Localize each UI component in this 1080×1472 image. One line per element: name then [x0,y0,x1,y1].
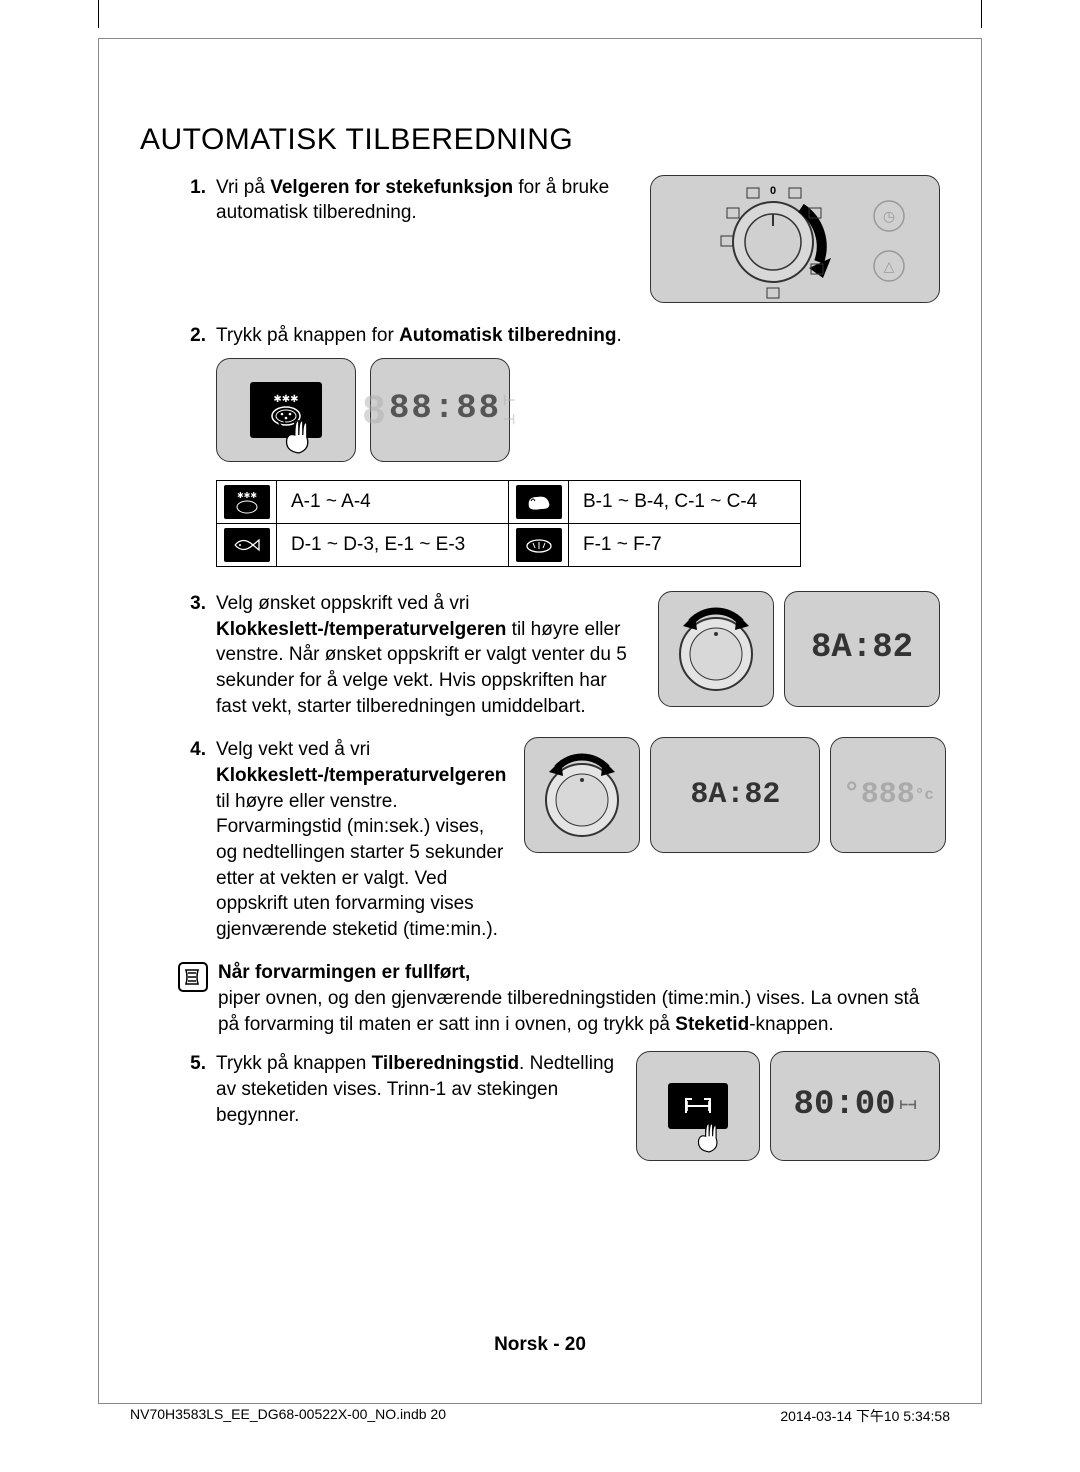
codes-r2c2: D-1 ~ D-3, E-1 ~ E-3 [277,524,509,567]
step-1-row: 1. Vri på Velgeren for stekefunksjon for… [140,175,940,303]
note-icon [178,962,208,992]
step-3-pre: Velg ønsket oppskrift ved å vri [216,593,469,614]
step-3-lcd-value: 8A:82 [811,626,913,672]
codes-table: ✱✱✱ A-1 ~ A-4 B-1 ~ B-4, C-1 ~ C-4 D-1 ~… [216,480,801,567]
step-3-bold: Klokkeslett-/temperaturvelgeren [216,619,506,640]
step-4-pre: Velg vekt ved å vri [216,739,370,760]
codes-icon-fish [217,524,277,567]
press-hand-icon [277,417,323,457]
svg-text:△: △ [884,258,895,274]
auto-cook-button-panel: ✱✱✱ [216,358,356,462]
document-meta-footer: NV70H3583LS_EE_DG68-00522X-00_NO.indb 20… [130,1406,950,1426]
step-5-text: Trykk på knappen Tilberedningstid. Nedte… [216,1051,618,1128]
step-2-lcd: 8 88:88 ⊢⊣ [370,358,510,462]
step-2-illustration: ✱✱✱ 8 88:88 ⊢⊣ [216,358,940,462]
step-4-row: 4. Velg vekt ved å vri Klokkeslett-/temp… [140,737,940,942]
time-temp-dial-icon-2 [524,737,640,853]
svg-text:✱✱✱: ✱✱✱ [236,491,256,500]
step-4-number: 4. [140,737,216,942]
step-5-lcd-value: 80:00 [794,1083,896,1129]
doc-footer-left: NV70H3583LS_EE_DG68-00522X-00_NO.indb 20 [130,1406,446,1426]
codes-icon-pizza: ✱✱✱ [217,481,277,524]
step-3-text: Velg ønsket oppskrift ved å vri Klokkesl… [216,591,640,719]
svg-text:⊢⊣: ⊢⊣ [686,1098,710,1114]
codes-r1c2: A-1 ~ A-4 [277,481,509,524]
press-hand-icon-2 [690,1120,730,1156]
step-4-lcd-b-value: 888 [861,775,915,816]
note-body-post: -knappen. [749,1014,834,1035]
step-4-bold: Klokkeslett-/temperaturvelgeren [216,765,506,786]
step-5-row: 5. Trykk på knappen Tilberedningstid. Ne… [140,1051,940,1161]
codes-icon-chicken [509,481,569,524]
step-2-text: Trykk på knappen for Automatisk tilbered… [216,323,940,349]
step-3-illustration: 8A:82 [658,591,940,707]
step-5-bold: Tilberedningstid [372,1053,519,1074]
step-5-illustration: ⊢⊣ 80:00 ⊢⊣ [636,1051,940,1161]
note-body-bold: Steketid [675,1014,749,1035]
preheat-complete-note: Når forvarmingen er fullført, piper ovne… [178,960,940,1037]
codes-r1c4: B-1 ~ B-4, C-1 ~ C-4 [569,481,801,524]
svg-text:◷: ◷ [883,208,895,224]
step-3-lcd: 8A:82 [784,591,940,707]
step-1-text: Vri på Velgeren for stekefunksjon for å … [216,175,630,226]
page: AUTOMATISK TILBEREDNING 1. Vri på Velger… [0,0,1080,1472]
codes-icon-bread [509,524,569,567]
mode-selector-dial-icon: 0 ◷ △ [651,176,941,304]
step-1-number: 1. [140,175,216,226]
mode-selector-panel: 0 ◷ △ [650,175,940,303]
step-3-row: 3. Velg ønsket oppskrift ved å vri Klokk… [140,591,940,719]
cooktime-button-panel: ⊢⊣ [636,1051,760,1161]
step-3-number: 3. [140,591,216,719]
step-2-bold: Automatisk tilberedning [399,325,616,346]
step-4-lcd-a-value: 8A:82 [690,775,780,816]
time-temp-dial-icon [658,591,774,707]
step-5-lcd: 80:00 ⊢⊣ [770,1051,940,1161]
step-4-illustration: 8A:82 ° 888 °c [524,737,946,853]
note-heading: Når forvarmingen er fullført, [218,960,940,986]
step-1-pre: Vri på [216,177,270,198]
step-2-post: . [617,325,622,346]
crop-marks-top [0,0,1080,38]
step-2-number: 2. [140,323,216,349]
step-4-lcd-b: ° 888 °c [830,737,946,853]
note-text: Når forvarmingen er fullført, piper ovne… [218,960,940,1037]
svg-text:✱✱✱: ✱✱✱ [273,394,298,405]
step-5-number: 5. [140,1051,216,1128]
step-1-bold: Velgeren for stekefunksjon [270,177,513,198]
page-number-footer: Norsk - 20 [0,1334,1080,1356]
step-2-lcd-value: 88:88 [389,387,501,433]
step-2-pre: Trykk på knappen for [216,325,399,346]
step-4-post: til høyre eller venstre. Forvarmingstid … [216,791,503,940]
step-4-lcd-a: 8A:82 [650,737,820,853]
step-4-text: Velg vekt ved å vri Klokkeslett-/tempera… [216,737,506,942]
svg-text:0: 0 [770,185,776,197]
codes-r2c4: F-1 ~ F-7 [569,524,801,567]
content-area: AUTOMATISK TILBEREDNING 1. Vri på Velger… [140,120,940,1179]
page-title: AUTOMATISK TILBEREDNING [140,120,940,161]
step-5-pre: Trykk på knappen [216,1053,372,1074]
doc-footer-right: 2014-03-14 下午10 5:34:58 [780,1406,950,1426]
